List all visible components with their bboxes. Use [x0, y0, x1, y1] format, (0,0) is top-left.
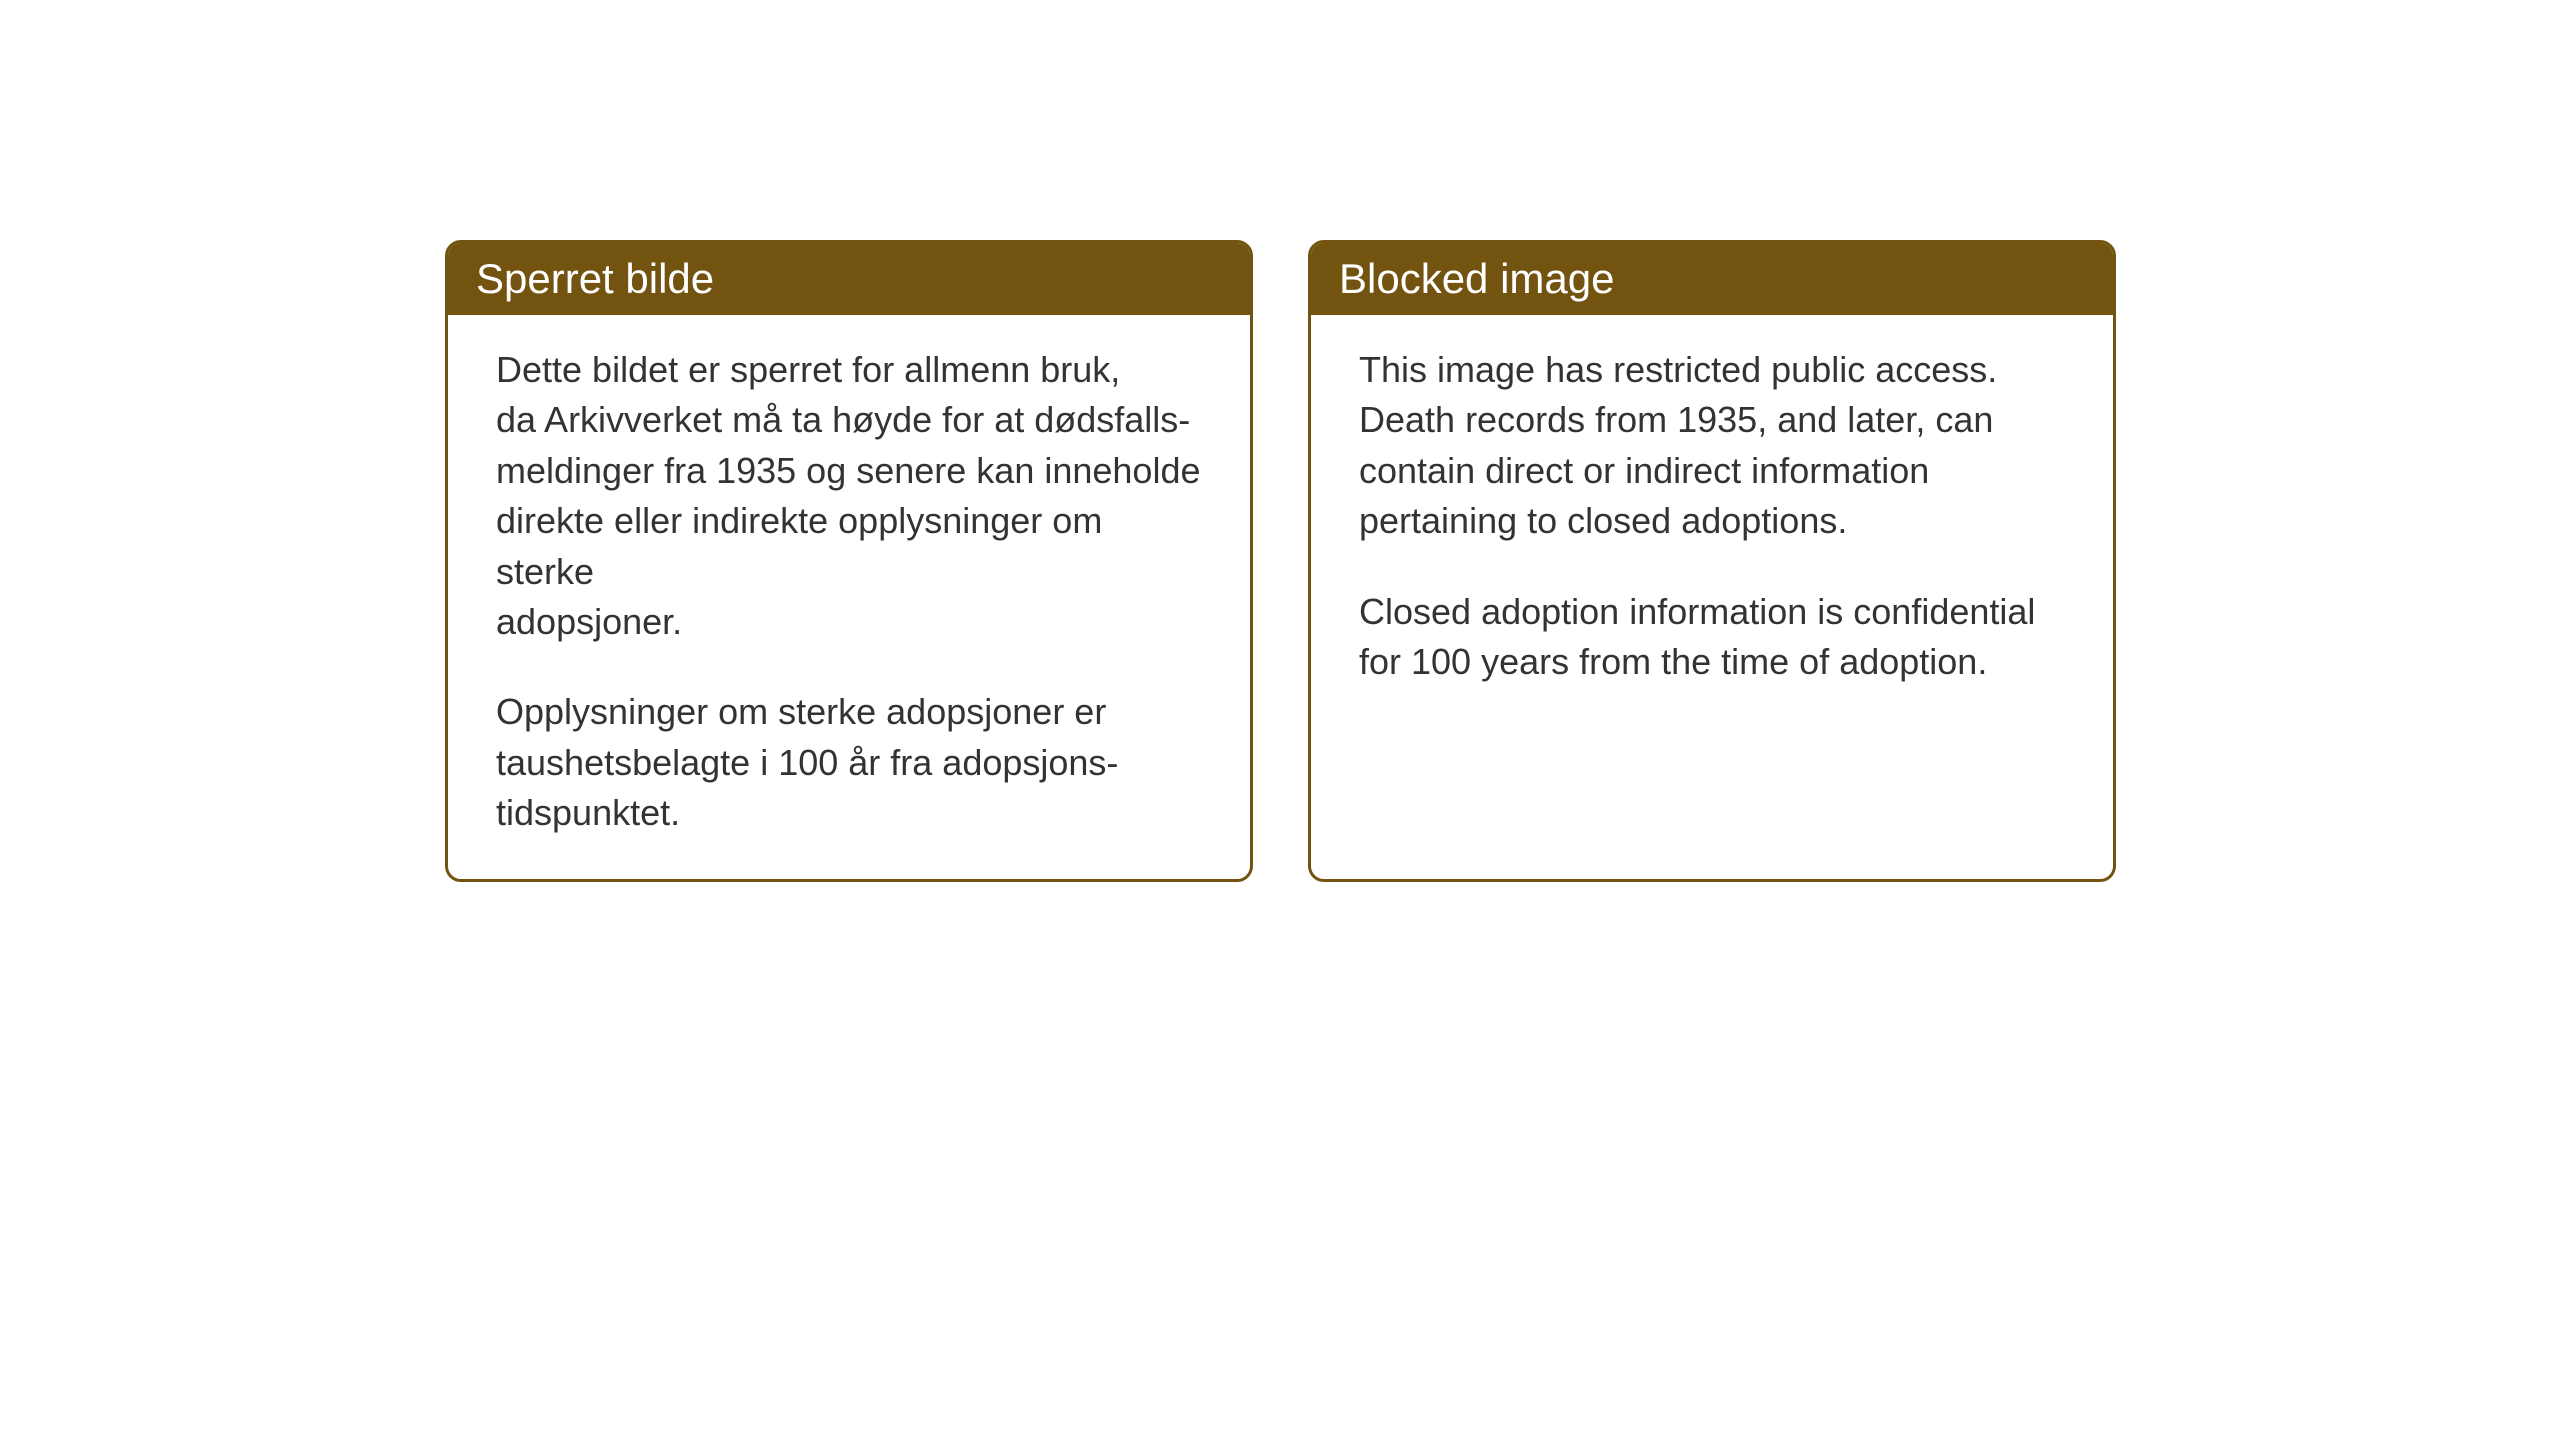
english-paragraph-1: This image has restricted public access.…: [1359, 345, 2065, 547]
norwegian-paragraph-2: Opplysninger om sterke adopsjoner er tau…: [496, 687, 1202, 838]
text-line: contain direct or indirect information: [1359, 450, 1929, 491]
text-line: meldinger fra 1935 og senere kan innehol…: [496, 450, 1201, 491]
english-card-body: This image has restricted public access.…: [1311, 315, 2113, 727]
text-line: adopsjoner.: [496, 601, 682, 642]
text-line: Opplysninger om sterke adopsjoner er: [496, 691, 1106, 732]
english-info-card: Blocked image This image has restricted …: [1308, 240, 2116, 882]
norwegian-card-title: Sperret bilde: [448, 243, 1250, 315]
text-line: pertaining to closed adoptions.: [1359, 500, 1847, 541]
norwegian-card-body: Dette bildet er sperret for allmenn bruk…: [448, 315, 1250, 879]
norwegian-paragraph-1: Dette bildet er sperret for allmenn bruk…: [496, 345, 1202, 647]
info-cards-container: Sperret bilde Dette bildet er sperret fo…: [445, 240, 2116, 882]
text-line: Closed adoption information is confident…: [1359, 591, 2035, 632]
norwegian-info-card: Sperret bilde Dette bildet er sperret fo…: [445, 240, 1253, 882]
text-line: Death records from 1935, and later, can: [1359, 399, 1993, 440]
text-line: taushetsbelagte i 100 år fra adopsjons-: [496, 742, 1118, 783]
text-line: direkte eller indirekte opplysninger om …: [496, 500, 1102, 591]
text-line: This image has restricted public access.: [1359, 349, 1997, 390]
text-line: da Arkivverket må ta høyde for at dødsfa…: [496, 399, 1190, 440]
english-card-title: Blocked image: [1311, 243, 2113, 315]
text-line: tidspunktet.: [496, 792, 680, 833]
text-line: Dette bildet er sperret for allmenn bruk…: [496, 349, 1120, 390]
english-paragraph-2: Closed adoption information is confident…: [1359, 587, 2065, 688]
text-line: for 100 years from the time of adoption.: [1359, 641, 1987, 682]
